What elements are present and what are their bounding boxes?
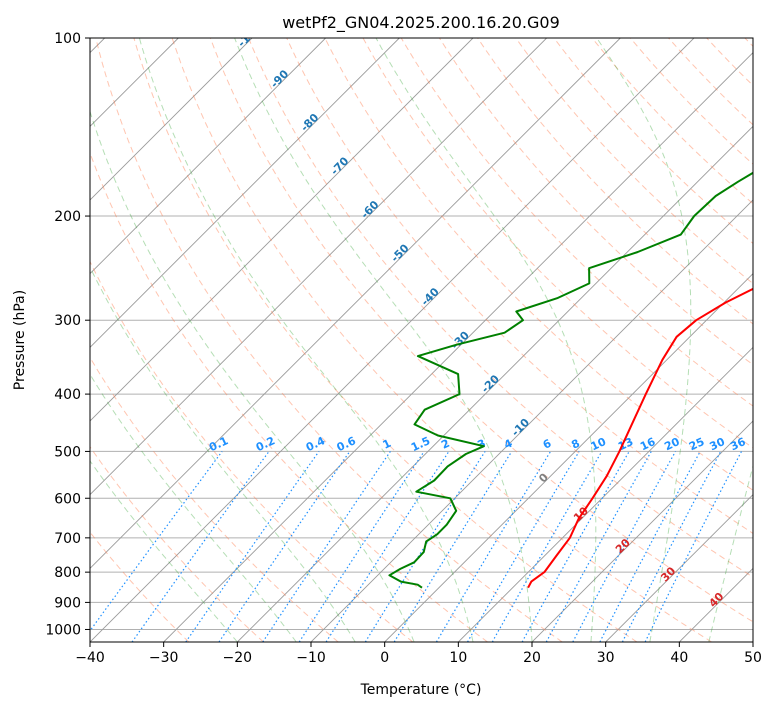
- x-tick-label: −30: [149, 650, 179, 666]
- skewed-isotherm-line: [90, 38, 547, 496]
- mixing-ratio-line: [572, 451, 677, 642]
- moist-adiabat-line: [234, 38, 533, 642]
- x-axis-label: Temperature (°C): [360, 682, 482, 698]
- mixing-ratio-line: [90, 451, 223, 632]
- mixing-ratio-line: [521, 451, 630, 642]
- isotherm-label: -100: [235, 21, 264, 50]
- moist-adiabat-line: [90, 373, 297, 642]
- dry-adiabat-line: [286, 38, 753, 535]
- mixing-ratio-line: [185, 451, 320, 642]
- dry-adiabat-line: [95, 38, 563, 642]
- skewed-isotherm-line: [90, 38, 400, 348]
- moist-adiabat-line: [138, 38, 474, 642]
- mixing-ratio-label: 36: [728, 435, 748, 453]
- dry-adiabat-line: [515, 38, 753, 285]
- skewed-isotherm-line: [90, 38, 621, 569]
- dewpoint-profile-line: [388, 171, 753, 589]
- y-axis-label: Pressure (hPa): [12, 290, 28, 390]
- skewed-isotherm-line: [458, 346, 753, 642]
- dry-adiabat-line: [171, 38, 712, 642]
- y-tick-label: 400: [54, 387, 81, 403]
- moist-adiabat-line: [708, 464, 753, 642]
- y-tick-label: 100: [54, 31, 81, 47]
- y-tick-label: 800: [54, 565, 81, 581]
- mixing-ratio-line: [325, 451, 450, 642]
- x-tick-label: −10: [296, 650, 326, 666]
- skewed-isotherm-line: [237, 125, 753, 642]
- dry-adiabat-line: [90, 260, 414, 642]
- y-tick-label: 900: [54, 595, 81, 611]
- plot-frame: [89, 37, 754, 643]
- skewed-isotherm-line: [90, 38, 326, 275]
- y-tick-label: 200: [54, 209, 81, 225]
- dry-adiabat-line: [90, 445, 264, 642]
- x-tick-label: −20: [223, 650, 253, 666]
- y-tick-label: 600: [54, 491, 81, 507]
- mixing-ratio-label: 10: [589, 435, 609, 453]
- dry-adiabat-line: [248, 38, 753, 578]
- mixing-ratio-line: [131, 451, 270, 642]
- x-tick-label: −40: [75, 650, 105, 666]
- mixing-ratio-line: [218, 451, 351, 642]
- axis-ticks: −40 −30 −20 −10 0 10 20 30 40 50 100 200 300 400 500 60…: [45, 31, 762, 666]
- skewed-isotherm-line: [384, 273, 753, 642]
- moist-adiabat-line: [90, 266, 356, 642]
- y-tick-label: 1000: [45, 622, 81, 638]
- mixing-ratio-line: [545, 451, 652, 642]
- mixing-ratio-label: 30: [708, 435, 728, 453]
- x-tick-label: 40: [670, 650, 688, 666]
- mixing-ratio-line: [262, 451, 391, 642]
- dry-adiabat-line: [90, 356, 339, 642]
- x-tick-label: 20: [523, 650, 541, 666]
- temperature-profile-line: [527, 287, 753, 589]
- mixing-ratio-label: 25: [687, 435, 706, 453]
- mixing-ratio-label: 20: [662, 435, 682, 453]
- skewed-isotherm-line: [531, 420, 753, 642]
- dry-adiabat-line: [133, 38, 638, 642]
- mixing-ratio-label: 16: [638, 435, 658, 453]
- y-tick-label: 500: [54, 444, 81, 460]
- x-tick-label: 50: [744, 650, 762, 666]
- skewed-isotherm-line: [90, 38, 253, 201]
- moist-adiabat-line: [596, 38, 692, 642]
- mixing-ratio-line: [393, 451, 513, 642]
- skewed-isotherm-line: [605, 494, 753, 642]
- x-tick-label: 10: [449, 650, 467, 666]
- moist-adiabat-line: [90, 459, 238, 642]
- chart-title: wetPf2_GN04.2025.200.16.20.G09: [282, 13, 560, 33]
- moist-adiabat-line: [90, 109, 415, 642]
- mixing-ratio-line: [644, 451, 743, 642]
- skewed-isotherm-line: [163, 52, 753, 642]
- moist-adiabat-line: [375, 38, 597, 642]
- mixing-ratio-line: [298, 451, 425, 642]
- y-tick-label: 700: [54, 531, 81, 547]
- x-tick-label: 0: [380, 650, 389, 666]
- skewed-isotherm-line: [90, 38, 474, 422]
- skewed-isotherm-line: [90, 38, 695, 642]
- x-tick-label: 30: [597, 650, 615, 666]
- y-tick-label: 300: [54, 313, 81, 329]
- dry-adiabat-line: [209, 38, 753, 623]
- dry-adiabat-line: [324, 38, 753, 491]
- skewed-isotherm-line: [310, 199, 753, 642]
